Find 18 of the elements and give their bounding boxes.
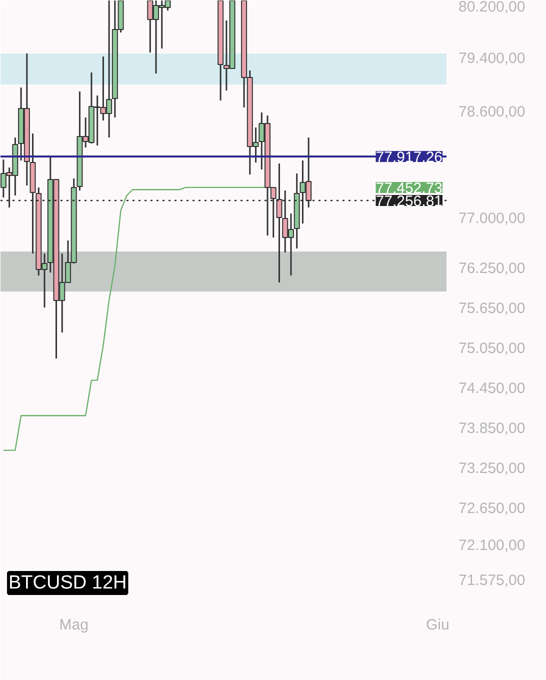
annotation: BTCUSD 12H <box>8 572 127 594</box>
y-tick-label: 79.400,00 <box>458 50 526 68</box>
y-tick-label: 73.250,00 <box>458 460 526 478</box>
y-tick-label: 78.600,00 <box>458 103 526 120</box>
y-tick-label: 72.650,00 <box>458 500 526 518</box>
x-tick-label: Giu <box>426 616 450 634</box>
x-tick-label: Mag <box>59 616 88 634</box>
y-tick-label: 80.200,00 <box>458 0 526 16</box>
y-tick-label: 76.250,00 <box>458 260 526 278</box>
y-tick-label: 74.450,00 <box>458 380 526 398</box>
ref-line-label: 77.917,26 <box>376 148 443 166</box>
y-tick-label: 73.850,00 <box>458 420 526 438</box>
candlestick <box>276 162 282 284</box>
y-tick-label: 71.575,00 <box>458 572 526 589</box>
y-tick-label: 75.050,00 <box>458 340 526 358</box>
y-tick-label: 72.100,00 <box>458 536 526 554</box>
y-tick-label: 75.650,00 <box>458 300 526 318</box>
y-tick-label: 77.000,00 <box>458 210 526 228</box>
